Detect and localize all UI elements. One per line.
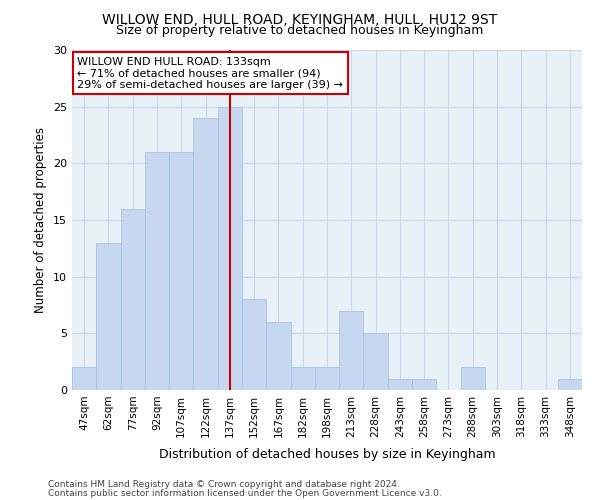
- Bar: [242, 300, 266, 390]
- Bar: [266, 322, 290, 390]
- Bar: [145, 152, 169, 390]
- Text: WILLOW END, HULL ROAD, KEYINGHAM, HULL, HU12 9ST: WILLOW END, HULL ROAD, KEYINGHAM, HULL, …: [103, 12, 497, 26]
- Text: Size of property relative to detached houses in Keyingham: Size of property relative to detached ho…: [116, 24, 484, 37]
- Bar: [96, 242, 121, 390]
- Bar: [121, 208, 145, 390]
- Bar: [72, 368, 96, 390]
- Bar: [461, 368, 485, 390]
- X-axis label: Distribution of detached houses by size in Keyingham: Distribution of detached houses by size …: [158, 448, 496, 461]
- Bar: [558, 378, 582, 390]
- Bar: [339, 310, 364, 390]
- Bar: [193, 118, 218, 390]
- Text: Contains public sector information licensed under the Open Government Licence v3: Contains public sector information licen…: [48, 488, 442, 498]
- Bar: [290, 368, 315, 390]
- Bar: [364, 334, 388, 390]
- Bar: [388, 378, 412, 390]
- Bar: [315, 368, 339, 390]
- Text: Contains HM Land Registry data © Crown copyright and database right 2024.: Contains HM Land Registry data © Crown c…: [48, 480, 400, 489]
- Bar: [412, 378, 436, 390]
- Text: WILLOW END HULL ROAD: 133sqm
← 71% of detached houses are smaller (94)
29% of se: WILLOW END HULL ROAD: 133sqm ← 71% of de…: [77, 57, 343, 90]
- Bar: [218, 106, 242, 390]
- Y-axis label: Number of detached properties: Number of detached properties: [34, 127, 47, 313]
- Bar: [169, 152, 193, 390]
